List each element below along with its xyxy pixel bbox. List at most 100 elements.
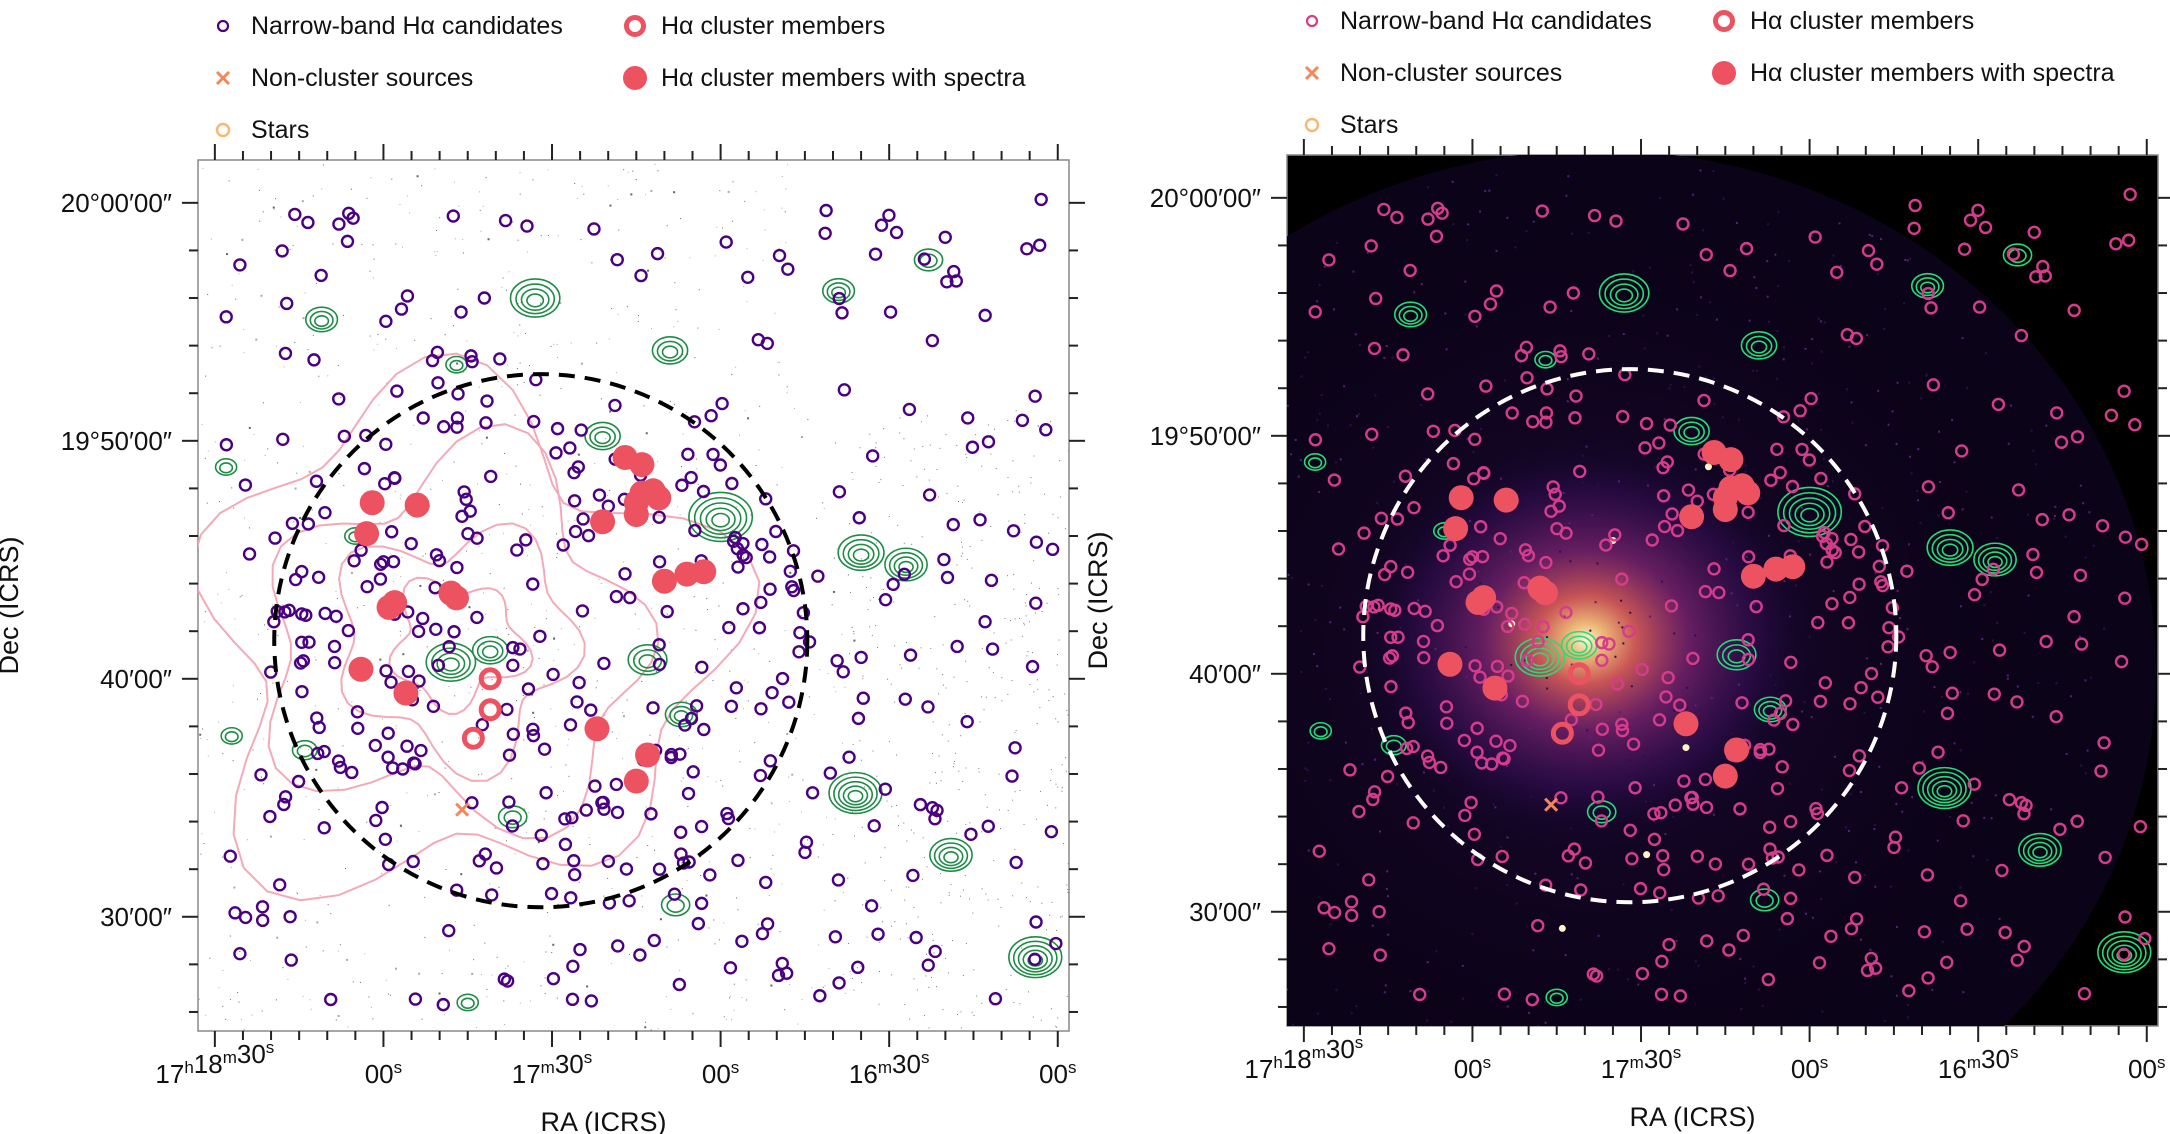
- noise-speck: [669, 641, 671, 643]
- candidate-marker: [1812, 956, 1827, 970]
- noise-speck: [772, 854, 774, 856]
- noise-speck: [519, 172, 521, 174]
- noise-speck: [670, 400, 672, 402]
- candidate-marker: [2050, 406, 2064, 420]
- noise-speck: [553, 343, 555, 345]
- noise-speck: [942, 1009, 944, 1011]
- noise-speck: [1034, 612, 1036, 614]
- noise-speck: [607, 185, 609, 187]
- candidate-marker: [408, 757, 422, 771]
- noise-speck: [260, 776, 262, 778]
- xray-photon: [1335, 461, 1338, 464]
- xray-photon: [1705, 375, 1708, 378]
- noise-speck: [1025, 897, 1027, 899]
- candidate-marker: [400, 739, 414, 753]
- candidate-marker: [293, 656, 308, 670]
- candidate-marker: [288, 572, 303, 587]
- candidate-marker: [519, 533, 533, 547]
- noise-speck: [939, 873, 941, 875]
- noise-speck: [713, 919, 715, 921]
- noise-speck: [1037, 425, 1039, 427]
- xray-photon: [1525, 230, 1528, 233]
- noise-speck: [232, 685, 234, 687]
- xray-photon: [1352, 270, 1355, 273]
- xray-photon: [2037, 681, 2040, 684]
- noise-speck: [716, 648, 718, 650]
- xray-photon: [1986, 858, 1989, 861]
- candidate-marker: [493, 352, 507, 366]
- noise-speck: [834, 442, 836, 444]
- noise-speck: [677, 939, 679, 941]
- noise-speck: [424, 896, 426, 898]
- candidate-marker: [1384, 602, 1398, 616]
- noise-speck: [523, 667, 525, 669]
- xray-photon: [1907, 849, 1910, 852]
- noise-speck: [470, 686, 472, 688]
- xray-photon: [2031, 715, 2034, 718]
- noise-speck: [771, 803, 773, 805]
- candidate-marker: [384, 525, 399, 539]
- xray-photon: [1335, 545, 1338, 548]
- legend-marker-filled-dot: [1712, 61, 1736, 85]
- noise-speck: [1052, 696, 1054, 698]
- xray-photon: [1376, 631, 1379, 634]
- noise-speck: [386, 439, 388, 441]
- candidate-marker: [255, 900, 270, 914]
- radio-contour: [1519, 642, 1560, 674]
- xray-photon: [1506, 216, 1509, 219]
- noise-speck: [448, 685, 450, 687]
- legend-marker-cross: [1304, 65, 1320, 81]
- candidate-marker: [1436, 549, 1450, 563]
- candidate-marker: [889, 225, 904, 240]
- candidate-marker: [610, 805, 625, 820]
- xray-photon: [1246, 794, 1248, 796]
- xray-photon: [1621, 626, 1624, 629]
- noise-speck: [241, 595, 243, 597]
- noise-speck: [706, 598, 708, 600]
- xray-photon: [1376, 501, 1379, 504]
- noise-speck: [476, 483, 478, 485]
- candidate-marker: [332, 217, 346, 231]
- xray-photon: [1814, 621, 1817, 624]
- xray-photon: [1396, 783, 1399, 786]
- noise-speck: [1038, 587, 1040, 589]
- radio-contour: [291, 739, 318, 761]
- noise-speck: [567, 520, 569, 522]
- candidate-marker: [1887, 840, 1901, 855]
- candidate-marker: [255, 913, 270, 928]
- noise-speck: [465, 410, 467, 412]
- noise-speck: [891, 925, 893, 927]
- xray-photon: [1109, 681, 1111, 683]
- noise-speck: [749, 857, 751, 859]
- xray-photon: [1586, 729, 1589, 732]
- xray-photon: [1385, 344, 1388, 347]
- noise-speck: [680, 780, 682, 782]
- xray-photon: [1263, 680, 1265, 682]
- candidate-marker: [277, 797, 291, 812]
- noise-speck: [533, 717, 535, 719]
- candidate-marker: [357, 461, 372, 476]
- candidate-marker: [1028, 952, 1042, 967]
- noise-speck: [700, 874, 702, 876]
- radio-contour-group: [1393, 301, 1428, 328]
- xray-photon: [1177, 777, 1179, 779]
- candidate-marker: [2118, 530, 2133, 544]
- candidate-marker: [1400, 565, 1415, 579]
- candidate-marker: [1322, 941, 1336, 956]
- xray-photon: [1234, 753, 1236, 755]
- candidate-marker: [401, 664, 416, 679]
- candidate-marker: [1467, 472, 1481, 486]
- candidate-marker: [1664, 599, 1679, 613]
- radio-contour: [449, 359, 464, 372]
- noise-speck: [497, 380, 499, 382]
- candidate-marker: [721, 811, 736, 826]
- xray-photon: [1916, 490, 1919, 493]
- noise-speck: [645, 806, 647, 808]
- candidate-marker: [291, 774, 306, 789]
- candidate-marker: [811, 569, 825, 583]
- candidate-marker: [1518, 617, 1532, 632]
- xray-photon: [1776, 377, 1779, 380]
- noise-speck: [553, 659, 555, 661]
- radio-contour: [1683, 426, 1700, 440]
- noise-speck: [1050, 1008, 1052, 1010]
